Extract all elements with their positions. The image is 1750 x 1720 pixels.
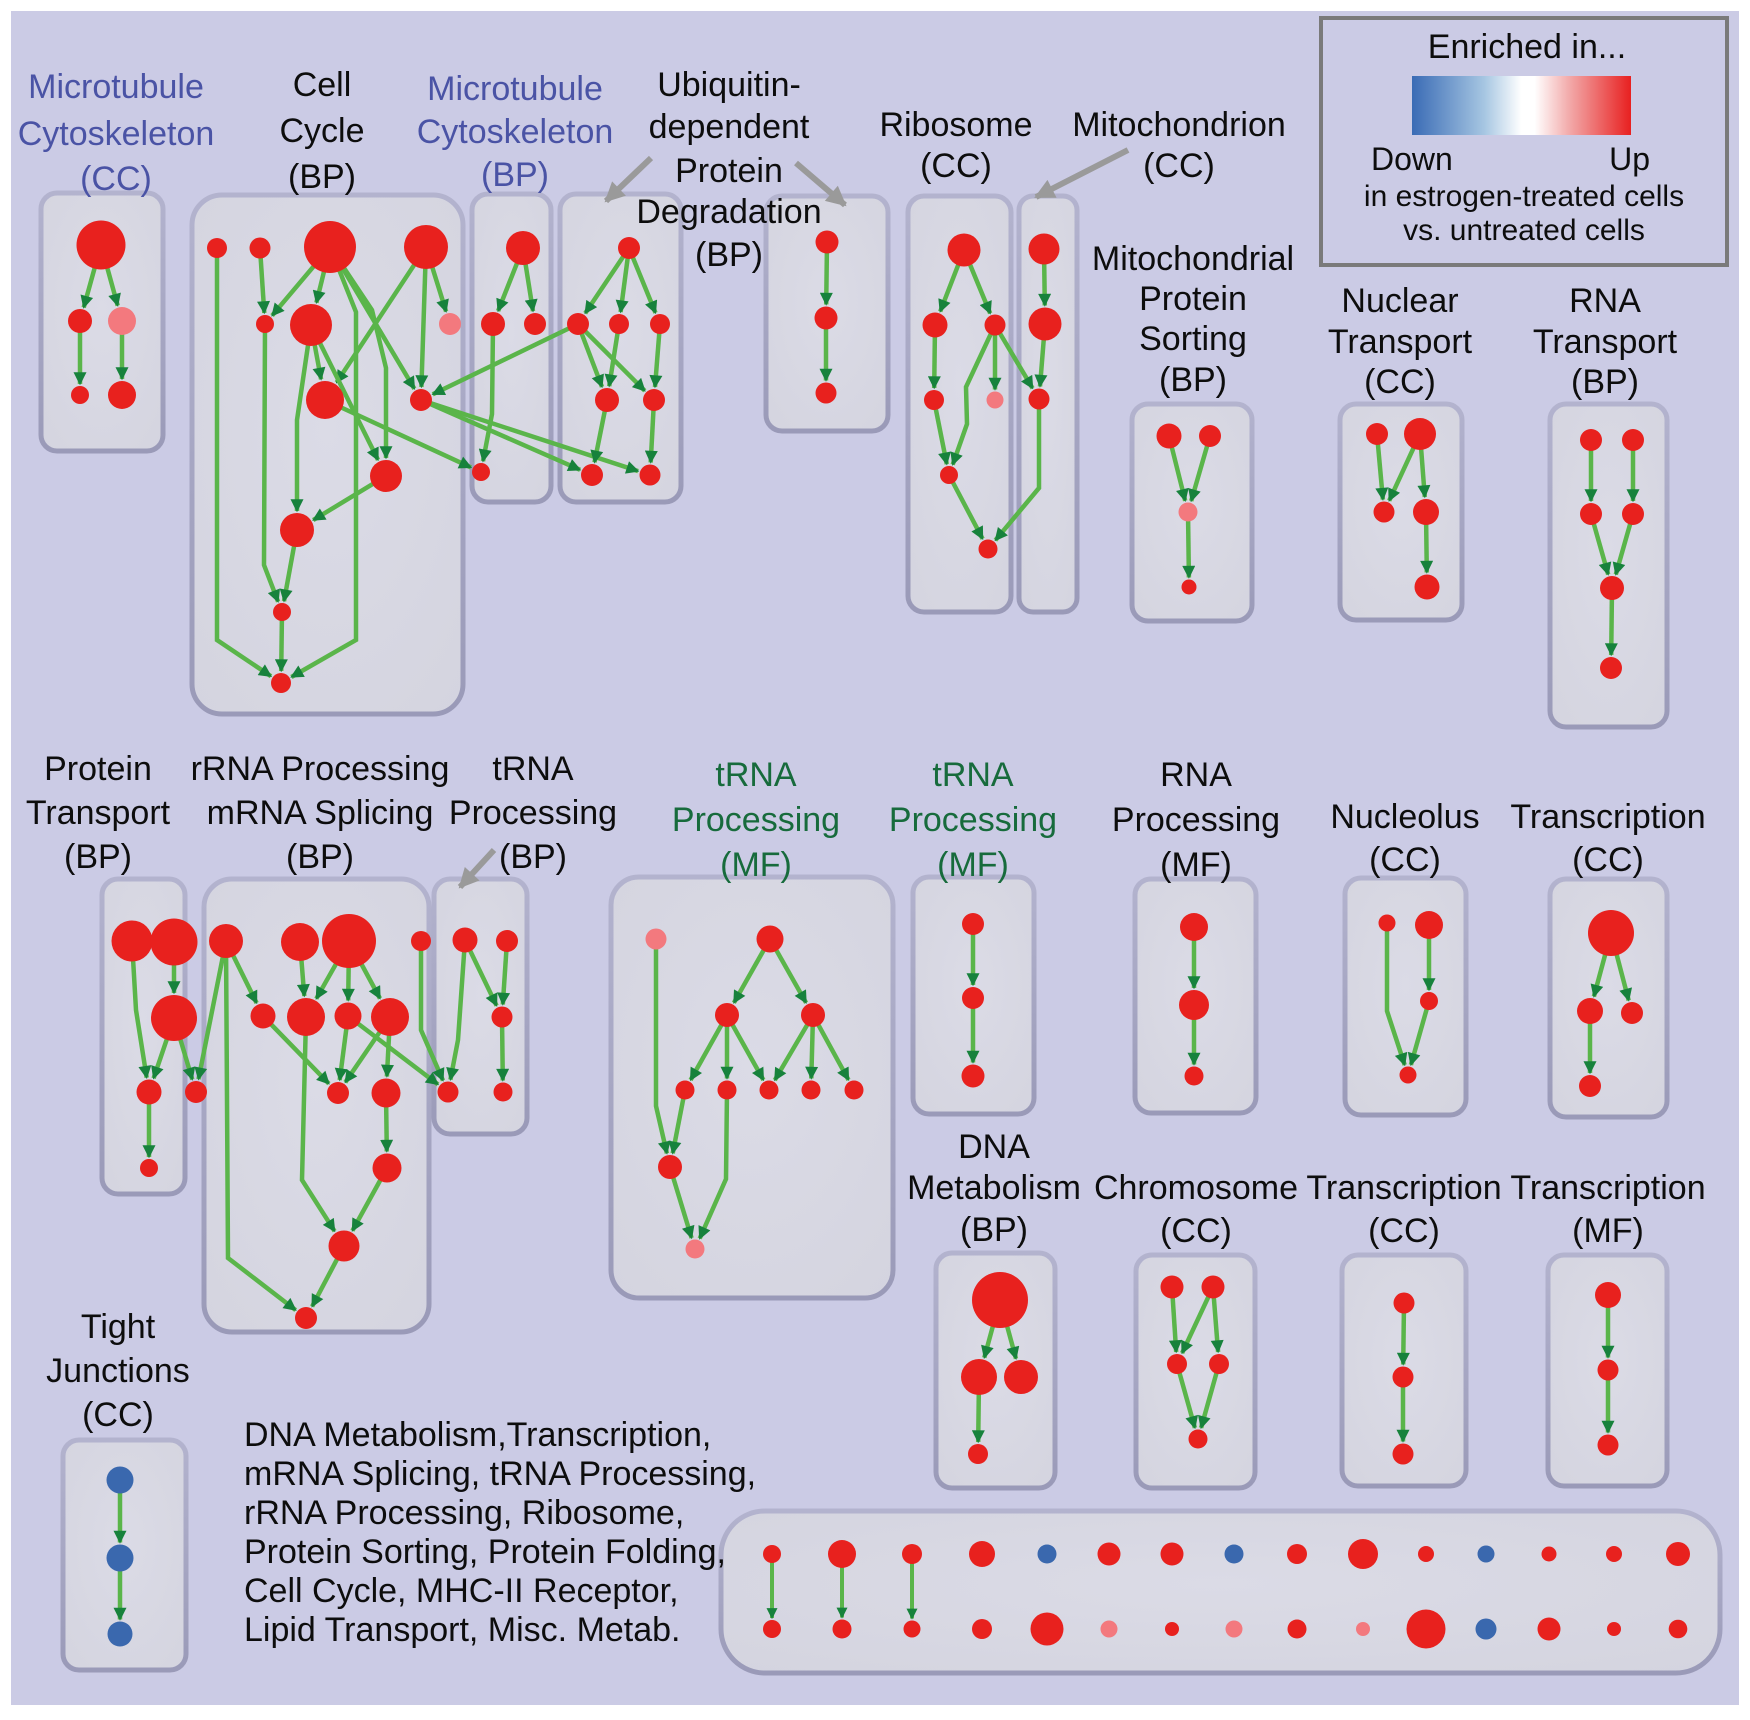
svg-text:(BP): (BP) [960, 1211, 1028, 1249]
svg-text:Metabolism: Metabolism [907, 1169, 1081, 1207]
svg-text:Lipid Transport, Misc. Metab.: Lipid Transport, Misc. Metab. [244, 1611, 681, 1649]
svg-text:Nuclear: Nuclear [1341, 282, 1458, 320]
svg-text:Cytoskeleton: Cytoskeleton [18, 115, 215, 153]
svg-text:tRNA: tRNA [932, 756, 1014, 794]
svg-text:Nucleolus: Nucleolus [1330, 798, 1479, 836]
svg-text:Processing: Processing [672, 801, 840, 839]
svg-text:in estrogen-treated cells: in estrogen-treated cells [1364, 180, 1684, 213]
svg-text:DNA Metabolism,Transcription,: DNA Metabolism,Transcription, [244, 1416, 711, 1454]
svg-text:Processing: Processing [1112, 801, 1280, 839]
svg-text:(MF): (MF) [937, 846, 1009, 884]
svg-text:(BP): (BP) [288, 158, 356, 196]
svg-text:(CC): (CC) [1160, 1212, 1232, 1250]
svg-text:Mitochondrial: Mitochondrial [1092, 240, 1294, 278]
svg-text:dependent: dependent [649, 108, 810, 146]
svg-text:(CC): (CC) [920, 147, 992, 185]
svg-text:Chromosome: Chromosome [1094, 1169, 1298, 1207]
svg-text:RNA: RNA [1160, 756, 1232, 794]
svg-text:(CC): (CC) [1572, 841, 1644, 879]
svg-text:Tight: Tight [81, 1308, 156, 1346]
svg-text:Cell: Cell [293, 66, 352, 104]
svg-text:Protein: Protein [1139, 280, 1247, 318]
svg-text:Microtubule: Microtubule [28, 68, 204, 106]
svg-text:(CC): (CC) [1368, 1212, 1440, 1250]
svg-text:Degradation: Degradation [636, 193, 821, 231]
svg-text:Transport: Transport [26, 794, 171, 832]
svg-text:(CC): (CC) [82, 1396, 154, 1434]
svg-text:(MF): (MF) [1160, 846, 1232, 884]
svg-text:tRNA: tRNA [715, 756, 797, 794]
svg-text:Protein Sorting, Protein Foldi: Protein Sorting, Protein Folding, [244, 1533, 726, 1571]
svg-text:(BP): (BP) [64, 838, 132, 876]
svg-text:Cycle: Cycle [279, 112, 364, 150]
svg-text:(CC): (CC) [1369, 841, 1441, 879]
svg-text:Transcription: Transcription [1510, 1169, 1705, 1207]
svg-text:RNA: RNA [1569, 282, 1641, 320]
svg-text:Processing: Processing [889, 801, 1057, 839]
svg-text:(BP): (BP) [1159, 361, 1227, 399]
svg-text:(BP): (BP) [695, 236, 763, 274]
svg-text:DNA: DNA [958, 1128, 1030, 1166]
svg-text:(MF): (MF) [1572, 1212, 1644, 1250]
svg-text:Transcription: Transcription [1510, 798, 1705, 836]
svg-text:Transport: Transport [1328, 323, 1473, 361]
svg-text:Up: Up [1609, 141, 1650, 177]
svg-text:tRNA: tRNA [492, 750, 574, 788]
svg-text:vs. untreated cells: vs. untreated cells [1403, 214, 1645, 247]
svg-text:(BP): (BP) [481, 156, 549, 194]
svg-text:Cell Cycle, MHC-II Receptor,: Cell Cycle, MHC-II Receptor, [244, 1572, 679, 1610]
svg-text:rRNA Processing, Ribosome,: rRNA Processing, Ribosome, [244, 1494, 684, 1532]
svg-text:Protein: Protein [675, 152, 783, 190]
svg-text:Cytoskeleton: Cytoskeleton [417, 113, 614, 151]
svg-text:(BP): (BP) [499, 838, 567, 876]
svg-text:Enriched in...: Enriched in... [1428, 28, 1626, 66]
svg-text:Sorting: Sorting [1139, 320, 1247, 358]
svg-text:Ubiquitin-: Ubiquitin- [657, 66, 801, 104]
svg-text:Protein: Protein [44, 750, 152, 788]
svg-text:Ribosome: Ribosome [879, 106, 1032, 144]
svg-text:Transport: Transport [1533, 323, 1678, 361]
svg-text:(BP): (BP) [1571, 363, 1639, 401]
svg-text:(CC): (CC) [80, 160, 152, 198]
svg-text:Processing: Processing [449, 794, 617, 832]
svg-text:mRNA Splicing: mRNA Splicing [207, 794, 434, 832]
svg-text:(BP): (BP) [286, 838, 354, 876]
svg-text:rRNA Processing: rRNA Processing [191, 750, 450, 788]
svg-text:Junctions: Junctions [46, 1352, 190, 1390]
svg-text:Microtubule: Microtubule [427, 70, 603, 108]
svg-text:Down: Down [1371, 141, 1453, 177]
svg-text:(CC): (CC) [1364, 363, 1436, 401]
svg-text:(MF): (MF) [720, 846, 792, 884]
svg-text:mRNA Splicing, tRNA Processing: mRNA Splicing, tRNA Processing, [244, 1455, 756, 1493]
svg-text:(CC): (CC) [1143, 147, 1215, 185]
svg-text:Mitochondrion: Mitochondrion [1072, 106, 1286, 144]
svg-text:Transcription: Transcription [1306, 1169, 1501, 1207]
